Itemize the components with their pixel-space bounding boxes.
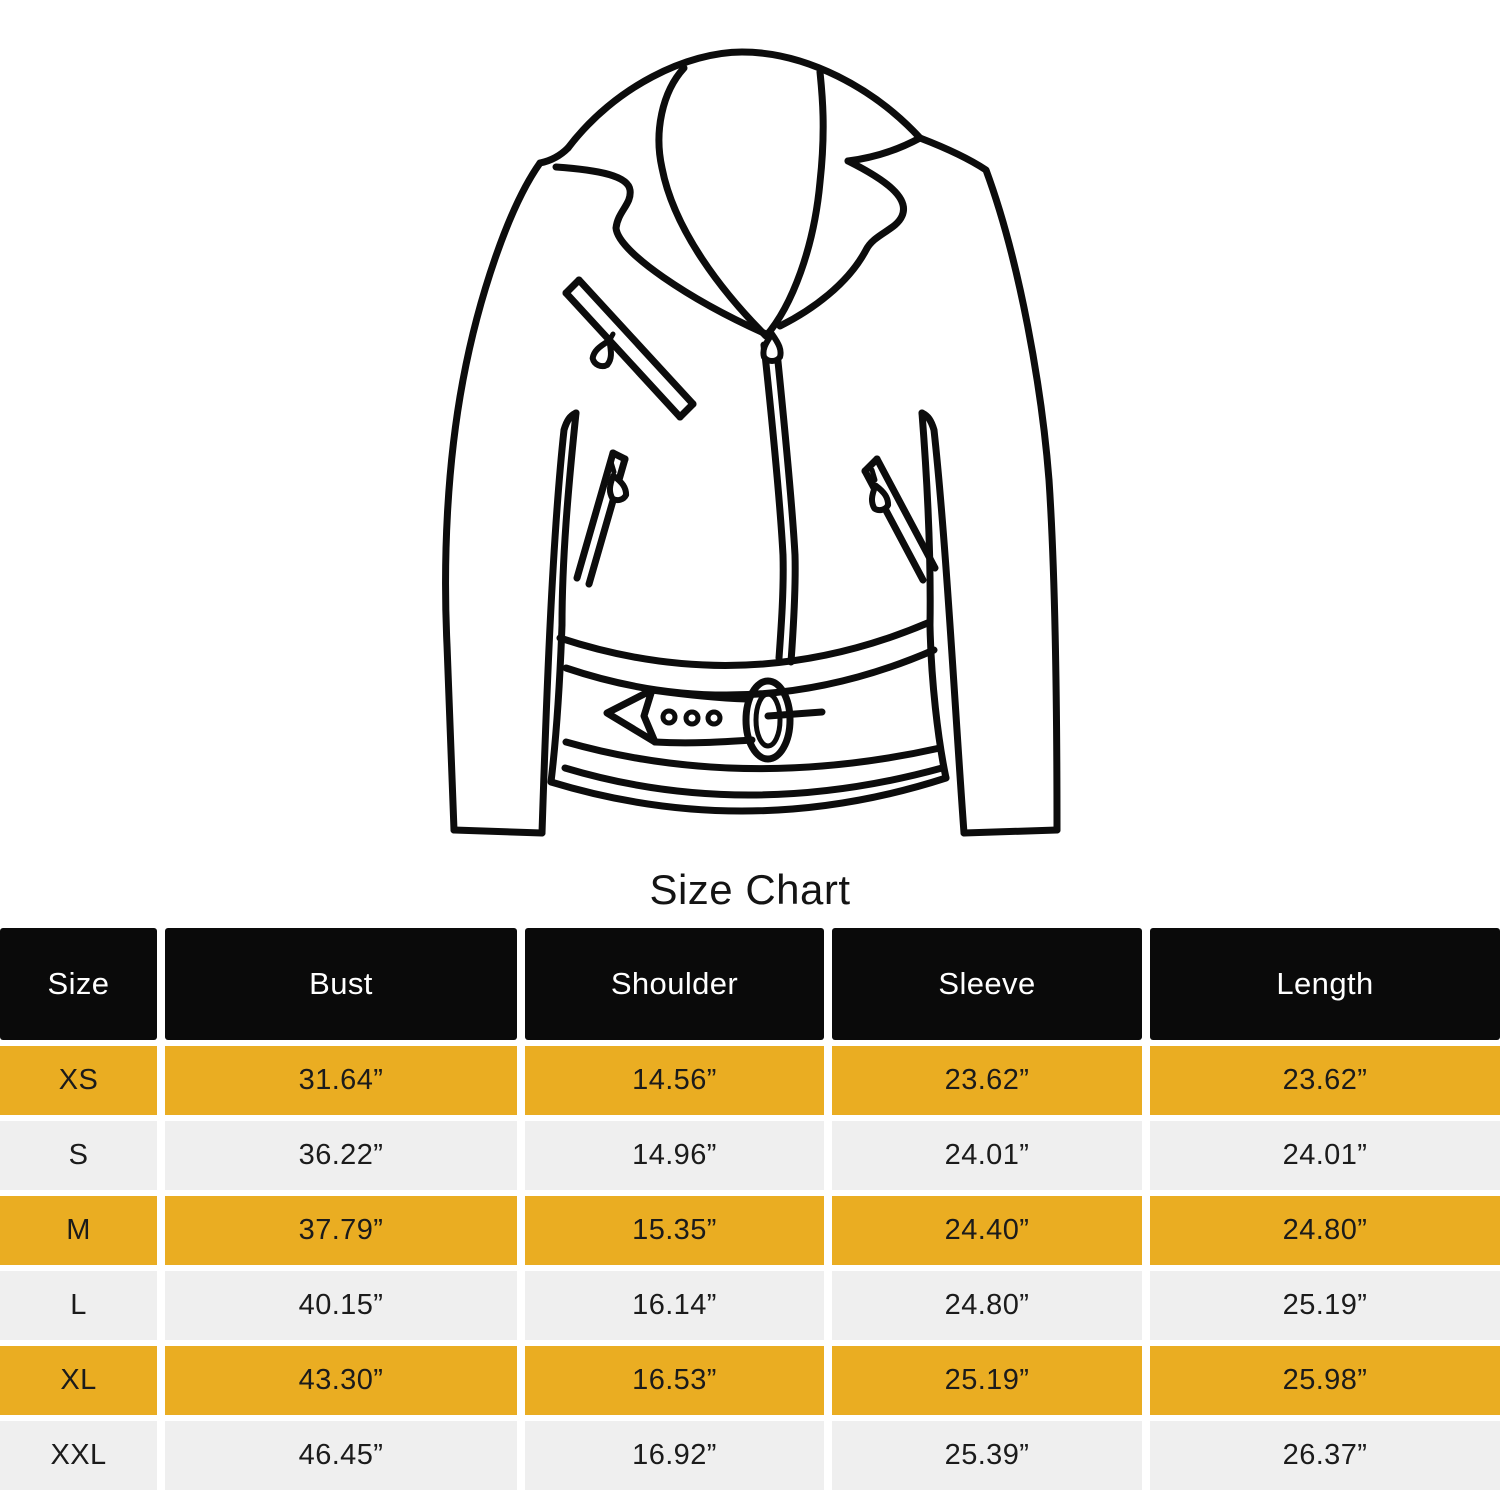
table-cell-size: XS (0, 1046, 157, 1115)
table-cell-length: 26.37” (1150, 1421, 1500, 1490)
belt-hole (683, 709, 701, 727)
left-waist-pull-link (608, 459, 617, 475)
right-body-side (918, 409, 950, 782)
table-cell-shoulder: 16.92” (525, 1421, 824, 1490)
table-cell-shoulder: 16.53” (525, 1346, 824, 1415)
right-waist-zipper (873, 455, 939, 572)
column-header-shoulder: Shoulder (525, 928, 824, 1040)
waist-seam (556, 618, 934, 669)
chest-zipper-pull (589, 337, 614, 370)
belt-strap-point (603, 686, 659, 746)
table-cell-bust: 31.64” (165, 1046, 517, 1115)
table-cell-length: 23.62” (1150, 1046, 1500, 1115)
size-chart-table: Size Bust Shoulder Sleeve Length XS 31.6… (0, 928, 1500, 1490)
table-cell-shoulder: 14.96” (525, 1121, 824, 1190)
column-header-sleeve: Sleeve (832, 928, 1142, 1040)
table-cell-size: S (0, 1121, 157, 1190)
table-cell-bust: 43.30” (165, 1346, 517, 1415)
column-header-length: Length (1150, 928, 1500, 1040)
left-cuff (450, 826, 546, 837)
table-cell-sleeve: 23.62” (832, 1046, 1142, 1115)
belt-buckle-inner (753, 691, 783, 749)
table-cell-sleeve: 24.01” (832, 1121, 1142, 1190)
belt-bottom-edge (562, 738, 944, 773)
chest-zipper (562, 289, 684, 421)
collar-outline (564, 48, 924, 152)
chest-zipper (575, 276, 697, 408)
table-cell-sleeve: 24.40” (832, 1196, 1142, 1265)
left-lapel (552, 163, 770, 338)
right-lapel (776, 157, 907, 330)
table-cell-length: 25.19” (1150, 1271, 1500, 1340)
table-cell-size: XL (0, 1346, 157, 1415)
table-cell-bust: 37.79” (165, 1196, 517, 1265)
table-cell-length: 25.98” (1150, 1346, 1500, 1415)
table-cell-bust: 36.22” (165, 1121, 517, 1190)
left-waist-zipper-cap (609, 449, 629, 463)
belt-hole (705, 709, 723, 727)
table-cell-length: 24.01” (1150, 1121, 1500, 1190)
belt-hole (660, 708, 678, 726)
chest-zipper-cap (562, 276, 583, 297)
table-cell-bust: 46.45” (165, 1421, 517, 1490)
right-waist-zipper-pull (869, 482, 892, 514)
table-cell-sleeve: 25.19” (832, 1346, 1142, 1415)
main-zipper-pull (760, 331, 784, 364)
left-sleeve-outer (442, 159, 544, 834)
left-body-side (547, 409, 580, 786)
table-cell-size: M (0, 1196, 157, 1265)
left-sleeve-inner (538, 409, 580, 837)
belt-buckle-outer (742, 677, 794, 763)
right-sleeve-outer (916, 134, 1061, 834)
left-waist-zipper-pull (606, 472, 630, 504)
left-waist-zipper (573, 449, 617, 582)
table-cell-sleeve: 25.39” (832, 1421, 1142, 1490)
hem-bottom (547, 774, 950, 815)
right-cuff (960, 826, 1061, 837)
table-cell-shoulder: 14.56” (525, 1046, 824, 1115)
column-header-bust: Bust (165, 928, 517, 1040)
belt-buckle-prong (764, 708, 826, 720)
table-cell-size: XXL (0, 1421, 157, 1490)
column-header-size: Size (0, 928, 157, 1040)
belt-strap-top (648, 686, 751, 703)
table-cell-sleeve: 24.80” (832, 1271, 1142, 1340)
neck-opening (655, 64, 827, 340)
jacket-illustration (442, 48, 1061, 837)
main-zipper-line (760, 341, 787, 662)
table-cell-shoulder: 16.14” (525, 1271, 824, 1340)
table-cell-bust: 40.15” (165, 1271, 517, 1340)
right-sleeve-inner (918, 409, 968, 837)
right-waist-zipper-cap (861, 455, 881, 475)
belt-strap-bottom (651, 736, 756, 747)
table-cell-length: 24.80” (1150, 1196, 1500, 1265)
main-zipper-line (772, 338, 799, 666)
hem-seam (561, 764, 946, 799)
table-cell-size: L (0, 1271, 157, 1340)
right-waist-pull-link (869, 467, 878, 483)
page-title: Size Chart (649, 866, 851, 913)
right-notch (844, 134, 924, 165)
zipper-pulls (589, 331, 892, 514)
chest-zipper-cap (676, 400, 697, 421)
left-notch (536, 144, 572, 167)
table-cell-shoulder: 15.35” (525, 1196, 824, 1265)
